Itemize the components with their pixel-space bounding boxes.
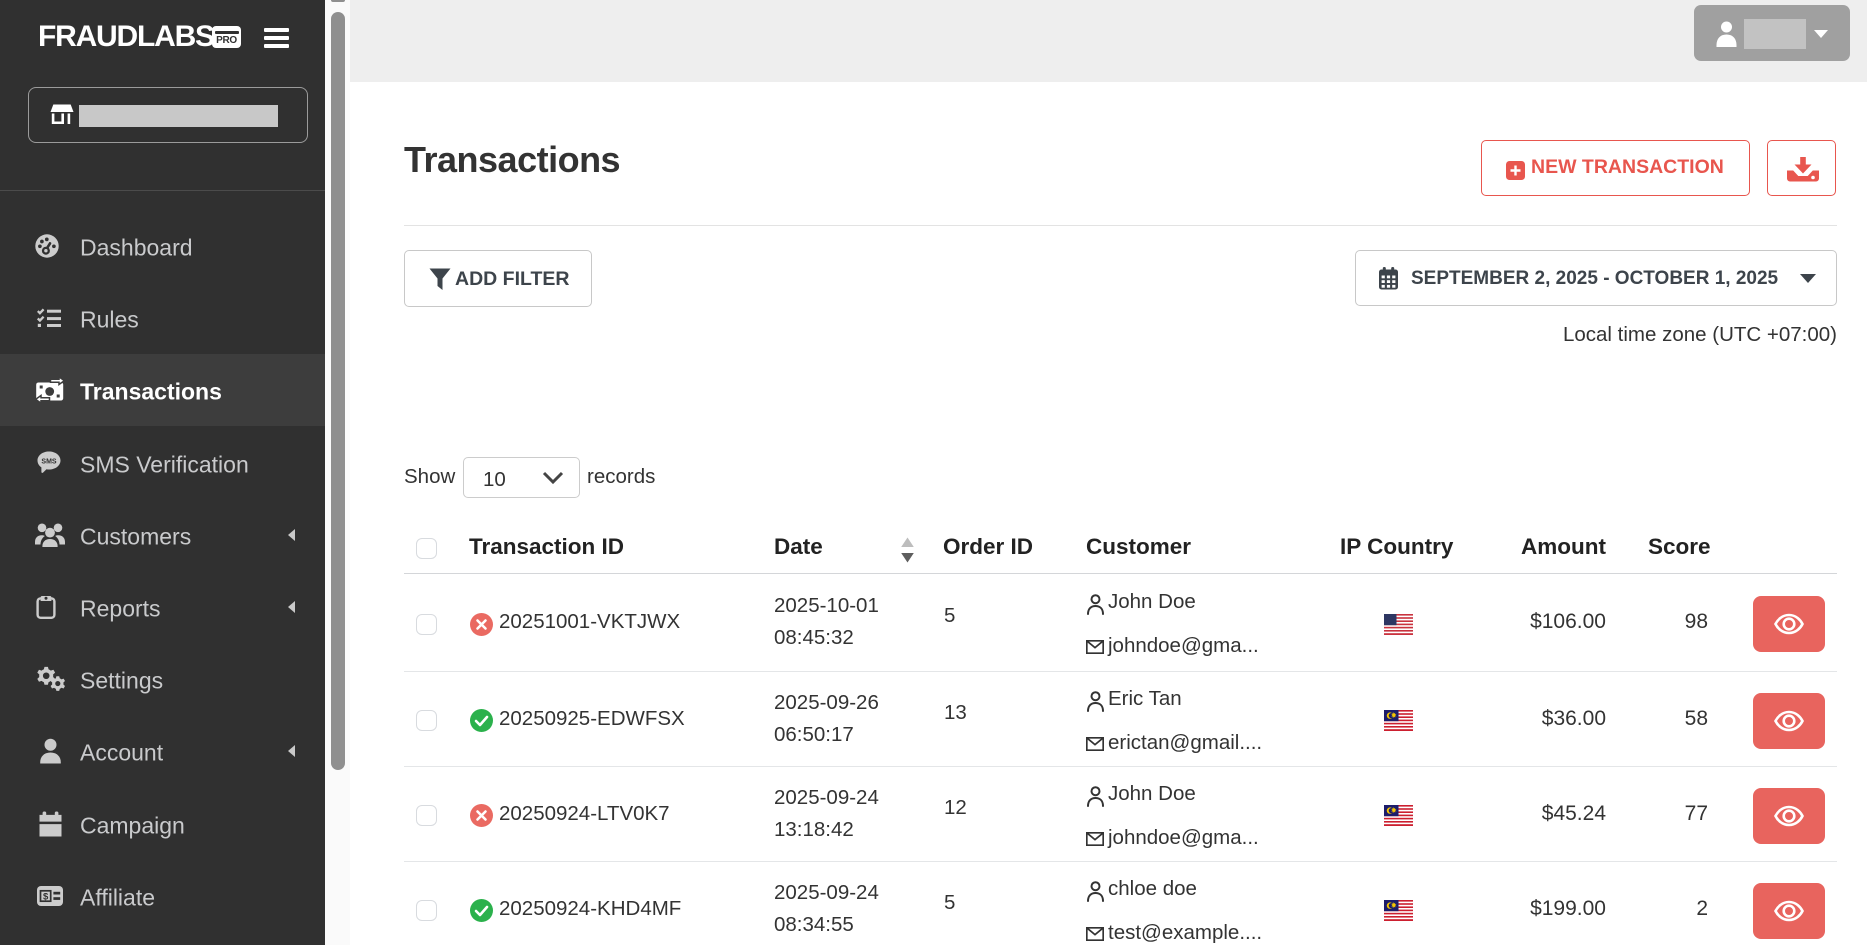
svg-text:SMS: SMS: [41, 458, 57, 465]
svg-text:$: $: [43, 891, 49, 902]
